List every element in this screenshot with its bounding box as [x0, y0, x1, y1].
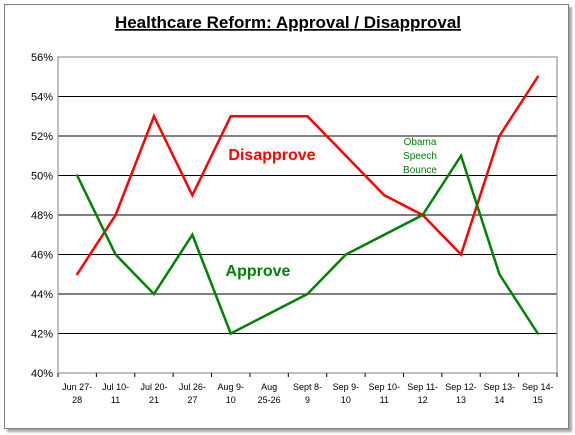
y-tick-label: 42% [31, 329, 53, 341]
y-tick-label: 50% [31, 171, 53, 183]
series-line-approve [76, 152, 539, 336]
data-point-approve [421, 213, 424, 217]
x-tick-label: 9 [305, 395, 310, 405]
annotation-text: Bounce [403, 165, 437, 176]
x-tick-label: 27 [187, 395, 197, 405]
y-tick-label: 44% [31, 289, 53, 301]
data-point-disapprove [114, 213, 117, 217]
x-tick-label: Jun 27- [62, 382, 92, 392]
data-point-disapprove [191, 194, 194, 197]
data-point-disapprove [383, 194, 386, 197]
data-point-disapprove [498, 134, 501, 138]
y-tick-label: 48% [31, 210, 53, 222]
x-tick-label: 14 [494, 395, 504, 405]
y-tick-label: 40% [31, 368, 53, 380]
x-tick-label: Aug [261, 382, 277, 392]
x-tick-label: 25-26 [258, 395, 281, 405]
x-tick-label: 21 [149, 395, 159, 405]
plot-area [57, 56, 558, 374]
x-tick-label: Sep 9- [333, 382, 360, 392]
data-point-disapprove [459, 253, 463, 256]
x-tick-label: Sep 12- [445, 382, 477, 392]
data-point-approve [229, 332, 232, 335]
x-tick-label: Sept 8- [293, 382, 322, 392]
data-point-disapprove [344, 154, 348, 157]
y-tick-label: 56% [31, 52, 53, 64]
data-point-approve [459, 154, 463, 157]
x-tick-label: 10 [226, 395, 236, 405]
series-label-disapprove: Disapprove [228, 147, 315, 164]
data-point-approve [191, 233, 194, 236]
x-tick-label: 28 [72, 395, 82, 405]
x-tick-label: 13 [456, 395, 466, 405]
annotation-text: Speech [403, 151, 437, 162]
x-tick-label: 15 [533, 395, 543, 405]
y-tick-label: 52% [31, 131, 53, 143]
chart-title: Healthcare Reform: Approval / Disapprova… [115, 13, 461, 32]
data-point-disapprove [306, 115, 309, 118]
data-point-approve [498, 273, 501, 276]
data-point-approve [114, 253, 117, 256]
x-tick-label: Jul 20- [140, 382, 167, 392]
data-point-disapprove [229, 115, 232, 118]
x-tick-label: 11 [380, 395, 389, 405]
data-point-approve [267, 312, 271, 315]
x-tick-label: 10 [341, 395, 351, 405]
x-tick-label: Jul 10- [102, 382, 129, 392]
data-point-approve [306, 292, 309, 296]
data-point-approve [383, 233, 386, 236]
x-tick-label: 12 [418, 395, 428, 405]
x-tick-label: Sep 13- [484, 382, 516, 392]
data-point-approve [152, 292, 156, 296]
y-tick-label: 54% [31, 92, 53, 104]
data-point-approve [75, 174, 79, 177]
data-point-disapprove [75, 273, 79, 276]
data-point-approve [344, 253, 348, 256]
data-point-approve [536, 332, 540, 335]
x-tick-label: Jul 26- [179, 382, 206, 392]
x-tick-label: Aug 9- [217, 382, 244, 392]
series-label-approve: Approve [226, 263, 291, 280]
annotation-text: Obama [404, 137, 437, 148]
x-tick-label: Sep 10- [369, 382, 401, 392]
data-point-disapprove [267, 115, 271, 118]
data-point-disapprove [536, 75, 540, 78]
x-tick-label: Sep 11- [407, 382, 438, 392]
data-point-disapprove [152, 115, 156, 118]
y-tick-label: 46% [31, 250, 53, 262]
x-tick-label: Sep 14- [522, 382, 554, 392]
x-tick-label: 11 [111, 395, 120, 405]
